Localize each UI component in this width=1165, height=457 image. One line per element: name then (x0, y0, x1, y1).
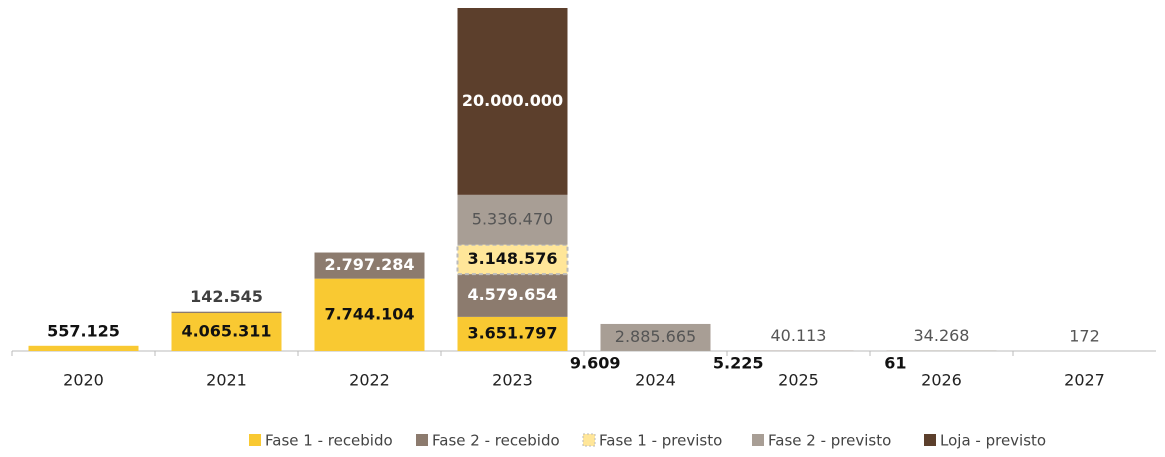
value-label: 7.744.104 (324, 304, 414, 323)
x-tick-label: 2021 (206, 371, 247, 390)
value-label: 172 (1069, 326, 1100, 345)
value-label: 5.225 (713, 354, 764, 373)
value-label: 40.113 (771, 326, 827, 345)
value-label: 4.579.654 (467, 285, 557, 304)
value-label: 3.148.576 (467, 249, 557, 268)
x-tick-label: 2027 (1064, 371, 1105, 390)
bar-segment (456, 243, 569, 276)
legend-swatch (924, 434, 936, 446)
bar-segment (600, 323, 711, 351)
legend-swatch (249, 434, 261, 446)
value-label: 34.268 (914, 326, 970, 345)
value-label: 9.609 (570, 354, 621, 373)
bar-segment (457, 316, 568, 351)
x-tick-label: 2020 (63, 371, 104, 390)
bar-segment (457, 194, 568, 245)
legend-label: Fase 2 - previsto (768, 432, 891, 450)
value-label: 2.885.665 (615, 327, 696, 346)
value-label: 20.000.000 (462, 91, 563, 110)
value-label: 2.797.284 (324, 255, 414, 274)
bar-segment (171, 313, 282, 351)
bar-segment (457, 8, 568, 195)
x-tick-label: 2024 (635, 371, 676, 390)
x-tick-label: 2023 (492, 371, 533, 390)
value-label: 3.651.797 (467, 323, 557, 342)
bar-segment (171, 311, 282, 314)
value-label: 4.065.311 (181, 322, 271, 341)
legend-label: Fase 1 - previsto (599, 432, 722, 450)
x-tick-label: 2025 (778, 371, 819, 390)
bar-segment (314, 278, 425, 351)
bar-segment (314, 252, 425, 279)
value-label: 142.545 (190, 287, 263, 306)
legend-label: Fase 2 - recebido (432, 432, 560, 450)
bar-segment (28, 345, 139, 351)
value-label: 61 (884, 354, 906, 373)
legend-label: Fase 1 - recebido (265, 432, 393, 450)
legend-label: Loja - previsto (940, 432, 1046, 450)
legend-swatch (416, 434, 428, 446)
value-label: 5.336.470 (472, 209, 553, 228)
x-tick-label: 2022 (349, 371, 390, 390)
value-label: 557.125 (47, 321, 120, 340)
legend-swatch (582, 433, 596, 447)
bar-segment (457, 274, 568, 317)
x-tick-label: 2026 (921, 371, 962, 390)
legend-swatch (752, 434, 764, 446)
